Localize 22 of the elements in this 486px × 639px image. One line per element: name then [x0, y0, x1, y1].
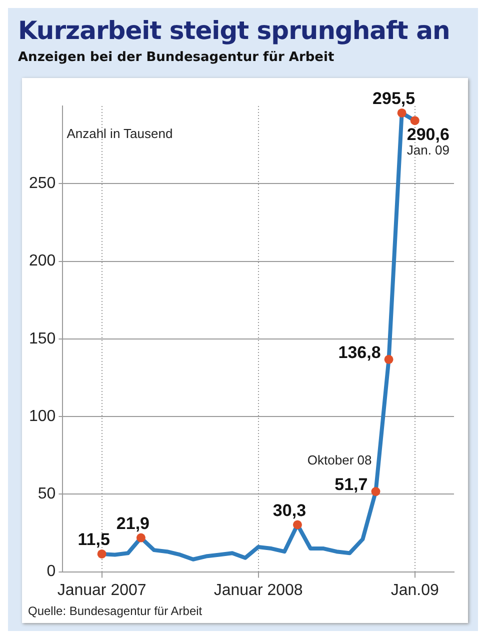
data-label: 21,9: [116, 514, 150, 533]
x-tick-label: Januar 2007: [57, 582, 146, 599]
data-label: 295,5: [372, 89, 416, 108]
data-label: 11,5: [78, 530, 110, 550]
data-label: 136,8: [338, 343, 381, 362]
data-label: 290,6: [406, 124, 450, 144]
annotation: Oktober 08: [307, 452, 372, 468]
data-label: 30,3: [272, 500, 306, 520]
chart-subtitle: Anzeigen bei der Bundesagentur für Arbeit: [18, 50, 334, 65]
y-axis-title: Anzahl in Tausend: [66, 126, 173, 142]
source-note: Quelle: Bundesagentur für Arbeit: [28, 604, 202, 618]
x-tick-label: Januar 2008: [214, 582, 303, 599]
chart-title: Kurzarbeit steigt sprunghaft an: [18, 16, 450, 45]
y-tick-label: 200: [28, 252, 56, 270]
y-tick-label: 150: [28, 330, 56, 348]
x-tick-label: Jan.09: [390, 582, 439, 599]
y-tick-label: 100: [28, 408, 56, 425]
data-label: 51,7: [334, 475, 368, 494]
y-tick-label: 250: [28, 175, 56, 192]
y-tick-label: 50: [38, 486, 56, 503]
annotation: Jan. 09: [406, 142, 450, 158]
y-tick-label: 0: [46, 563, 56, 580]
